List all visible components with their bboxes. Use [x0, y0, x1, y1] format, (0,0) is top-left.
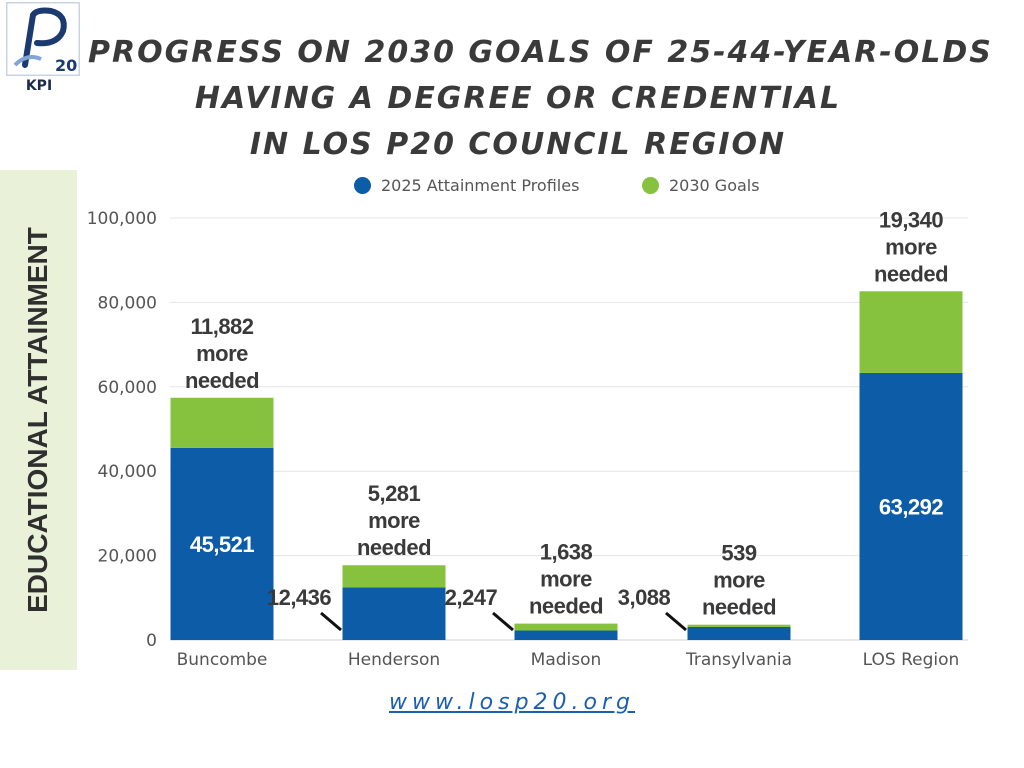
- bar-attainment: [342, 587, 446, 640]
- title-line-2: HAVING A DEGREE OR CREDENTIAL: [194, 81, 842, 116]
- title-line-3: IN LOS P20 COUNCIL REGION: [249, 127, 787, 162]
- y-tick-label: 40,000: [98, 462, 157, 482]
- leader-line: [320, 611, 342, 632]
- y-axis-panel: [0, 170, 77, 670]
- y-tick-label: 20,000: [98, 547, 157, 567]
- x-tick-label: Henderson: [348, 650, 440, 670]
- y-tick-label: 60,000: [98, 378, 157, 398]
- chart-title: PROGRESS ON 2030 GOALS OF 25-44-YEAR-OLD…: [88, 30, 993, 168]
- bar-goal: [342, 565, 446, 588]
- title-line-1: PROGRESS ON 2030 GOALS OF 25-44-YEAR-OLD…: [88, 35, 993, 70]
- data-label-attainment: 2,247: [445, 585, 498, 610]
- legend-item-goals: 2030 Goals: [642, 176, 760, 195]
- website-link[interactable]: www.losp20.org: [388, 690, 636, 715]
- legend-item-attainment: 2025 Attainment Profiles: [354, 176, 579, 195]
- data-label-goal: 11,882 more needed: [185, 314, 259, 393]
- logo-caption: KPI: [25, 78, 53, 94]
- legend: 2025 Attainment Profiles 2030 Goals: [0, 176, 1024, 198]
- y-tick-label: 0: [146, 631, 157, 651]
- data-label-attainment: 45,521: [190, 532, 255, 557]
- logo-mark: 20: [6, 2, 80, 76]
- bar-attainment: [514, 630, 618, 640]
- p20-logo: 20 KPI: [4, 2, 80, 94]
- y-tick-label: 80,000: [98, 293, 157, 313]
- data-label-goal: 539 more needed: [702, 541, 776, 620]
- bar-goal: [687, 624, 791, 627]
- logo-number: 20: [55, 56, 77, 75]
- legend-label-goals: 2030 Goals: [669, 176, 760, 195]
- legend-label-attainment: 2025 Attainment Profiles: [381, 176, 580, 195]
- data-label-attainment: 12,436: [267, 585, 332, 610]
- bar-goal: [859, 291, 963, 373]
- legend-swatch-goals: [642, 177, 659, 194]
- bar-attainment: [687, 626, 791, 640]
- legend-swatch-attainment: [354, 177, 371, 194]
- x-tick-label: Buncombe: [177, 650, 268, 670]
- y-tick-label: 100,000: [87, 209, 157, 229]
- data-label-attainment: 63,292: [879, 494, 944, 519]
- data-label-goal: 1,638 more needed: [529, 540, 603, 619]
- leader-line: [492, 611, 514, 632]
- data-label-goal: 19,340 more needed: [874, 207, 948, 286]
- bar-goal: [170, 397, 274, 448]
- bar-goal: [514, 623, 618, 631]
- x-tick-label: LOS Region: [863, 650, 960, 670]
- x-tick-label: Transylvania: [685, 650, 792, 670]
- data-label-goal: 5,281 more needed: [357, 481, 431, 560]
- data-label-attainment: 3,088: [618, 585, 671, 610]
- leader-line: [665, 611, 687, 632]
- bar-attainment: [170, 447, 274, 640]
- bar-attainment: [859, 372, 963, 640]
- x-tick-label: Madison: [531, 650, 602, 670]
